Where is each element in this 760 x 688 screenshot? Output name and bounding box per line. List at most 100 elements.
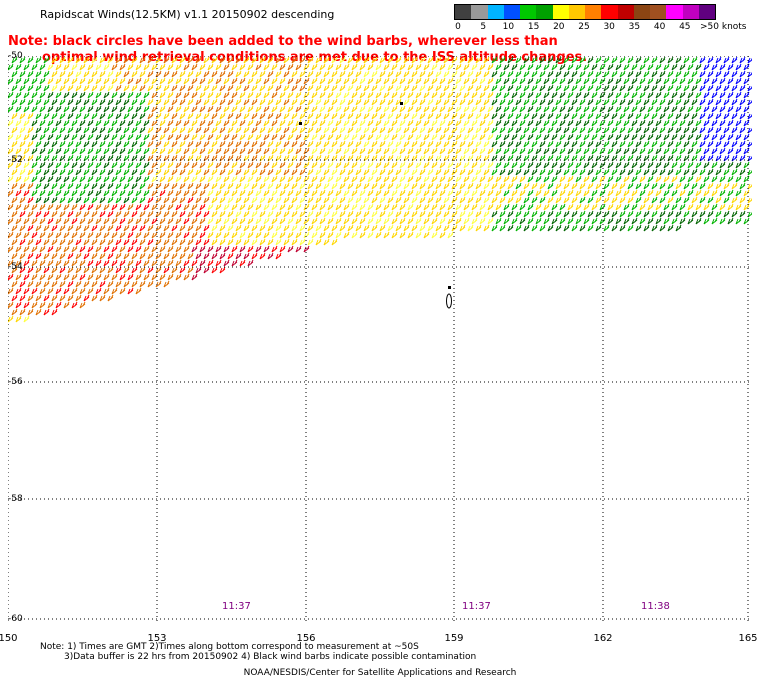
wind-barb — [211, 238, 218, 246]
wind-barb — [559, 189, 566, 197]
wind-barb — [683, 196, 690, 204]
wind-barb — [579, 196, 586, 204]
lat-label-56: -56 — [8, 377, 23, 387]
wind-barb — [171, 238, 178, 246]
wind-barb — [739, 84, 746, 92]
wind-barb — [415, 147, 422, 155]
wind-barb — [587, 84, 594, 92]
wind-barb — [247, 189, 254, 197]
wind-barb — [183, 217, 190, 225]
wind-barb — [691, 112, 698, 120]
wind-barb — [179, 98, 186, 106]
wind-barb — [647, 77, 654, 85]
wind-barb — [103, 259, 110, 267]
wind-barb — [91, 252, 98, 260]
wind-barb — [107, 280, 114, 288]
wind-barb — [583, 161, 590, 169]
wind-barb — [399, 119, 406, 127]
wind-barb — [115, 84, 122, 92]
wind-barb — [147, 70, 154, 78]
wind-barb — [627, 84, 634, 92]
wind-barb — [123, 182, 130, 190]
wind-barb — [707, 84, 714, 92]
wind-barb — [75, 196, 82, 204]
wind-barb — [667, 70, 674, 78]
wind-barb — [8, 175, 14, 183]
wind-barb — [355, 168, 362, 176]
wind-barb — [211, 224, 218, 232]
wind-barb — [427, 70, 434, 78]
wind-barb — [135, 231, 142, 239]
wind-barb — [523, 196, 530, 204]
wind-barb — [207, 77, 214, 85]
wind-barb — [299, 168, 306, 176]
wind-barb — [575, 161, 582, 169]
wind-barb — [619, 140, 626, 148]
wind-barb — [647, 217, 654, 225]
wind-barb — [403, 168, 410, 176]
wind-barb — [199, 161, 206, 169]
wind-barb — [311, 189, 318, 197]
wind-barb — [431, 161, 438, 169]
legend-color-bar — [454, 4, 716, 20]
wind-barb — [423, 203, 430, 211]
wind-barb — [511, 105, 518, 113]
wind-barb — [119, 119, 126, 127]
wind-barb — [203, 238, 210, 246]
wind-barb — [383, 231, 390, 239]
wind-barb — [619, 210, 626, 218]
wind-barb — [483, 70, 490, 78]
wind-barb — [31, 301, 38, 309]
wind-barb — [419, 196, 426, 204]
wind-barb — [231, 91, 238, 99]
wind-barb — [647, 133, 654, 141]
wind-barb — [279, 175, 286, 183]
wind-barb — [55, 203, 62, 211]
wind-barb — [91, 56, 98, 64]
wind-barb — [563, 98, 570, 106]
wind-barb — [471, 77, 478, 85]
wind-barb — [27, 70, 34, 78]
wind-barb — [599, 217, 606, 225]
wind-barb — [735, 105, 742, 113]
wind-barb — [531, 98, 538, 106]
wind-barb — [723, 210, 730, 218]
wind-barb — [567, 63, 574, 71]
wind-barb — [403, 182, 410, 190]
wind-barb — [743, 63, 750, 71]
wind-barb — [35, 252, 42, 260]
wind-barb — [363, 98, 370, 106]
wind-barb — [55, 287, 62, 295]
wind-barb — [655, 161, 662, 169]
wind-barb — [367, 91, 374, 99]
wind-barb — [279, 189, 286, 197]
wind-barb — [487, 161, 494, 169]
wind-barb — [43, 308, 50, 316]
wind-barb — [19, 308, 26, 316]
wind-barb — [315, 140, 322, 148]
wind-barb — [183, 175, 190, 183]
wind-barb — [447, 77, 454, 85]
wind-barb — [35, 308, 42, 316]
wind-barb — [187, 70, 194, 78]
wind-barb — [571, 224, 578, 232]
wind-barb — [331, 168, 338, 176]
wind-barb — [71, 119, 78, 127]
wind-barb — [51, 280, 58, 288]
wind-barb — [39, 105, 46, 113]
wind-barb — [175, 189, 182, 197]
wind-barb — [31, 77, 38, 85]
wind-barb — [467, 210, 474, 218]
wind-barb — [51, 252, 58, 260]
wind-barb — [231, 231, 238, 239]
wind-barb — [331, 56, 338, 64]
wind-barb — [175, 273, 182, 281]
wind-barb — [215, 217, 222, 225]
wind-barb — [543, 217, 550, 225]
wind-barb — [527, 203, 534, 211]
wind-barb — [15, 161, 22, 169]
wind-barb — [227, 168, 234, 176]
wind-barb — [631, 189, 638, 197]
wind-barb — [199, 189, 206, 197]
wind-barb — [535, 105, 542, 113]
